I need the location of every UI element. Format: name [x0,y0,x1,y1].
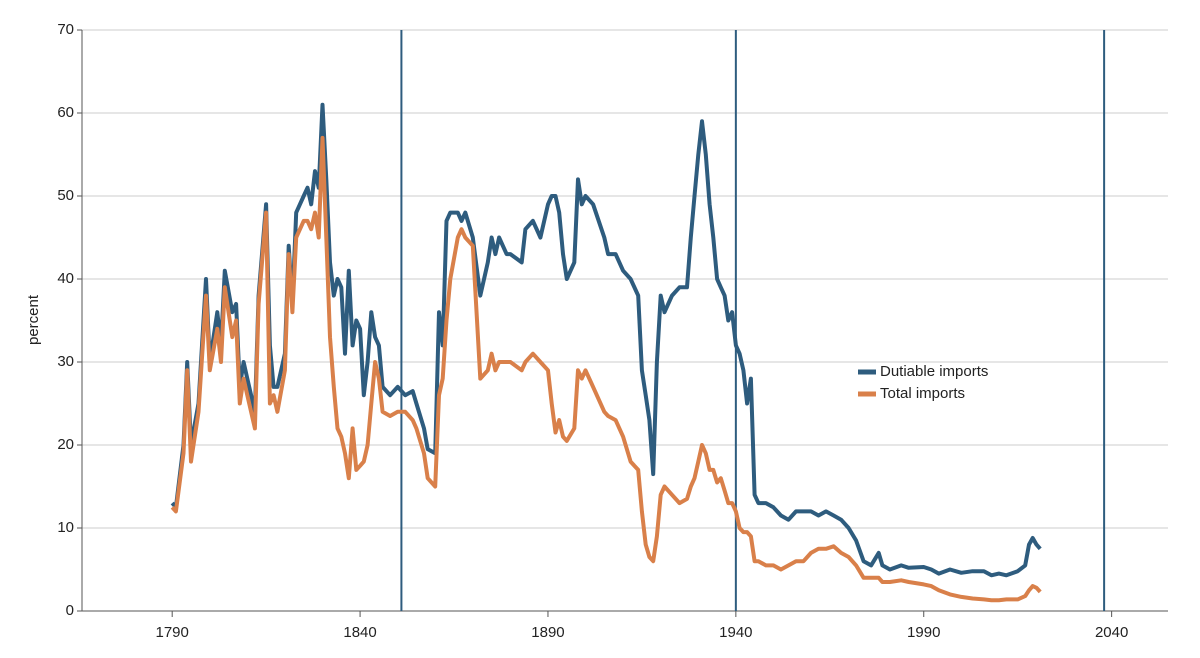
x-tick-label: 1940 [719,624,752,641]
legend-label: Dutiable imports [880,363,988,380]
y-tick-label: 50 [57,187,74,204]
y-tick-label: 60 [57,104,74,121]
x-tick-label: 1790 [155,624,188,641]
x-tick-label: 2040 [1095,624,1128,641]
y-tick-label: 30 [57,353,74,370]
legend-label: Total imports [880,385,965,402]
line [170,102,1042,578]
x-tick-label: 1990 [907,624,940,641]
y-tick-label: 70 [57,21,74,38]
y-tick-label: 10 [57,519,74,536]
y-axis-label: percent [25,294,42,345]
y-tick-label: 40 [57,270,74,287]
x-tick-label: 1840 [343,624,376,641]
line [170,135,1042,603]
y-tick-label: 20 [57,436,74,453]
y-tick-label: 0 [66,602,74,619]
x-tick-label: 1890 [531,624,564,641]
